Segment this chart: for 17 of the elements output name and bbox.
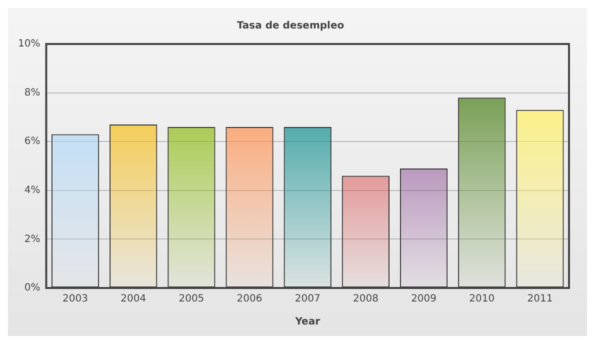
- x-tick-label: 2010: [469, 294, 495, 305]
- chart-title: Tasa de desempleo: [236, 20, 344, 32]
- x-tick-label: 2004: [120, 294, 146, 305]
- y-tick-label: 2%: [24, 234, 40, 245]
- y-tick-label: 0%: [24, 282, 40, 294]
- x-tick-label: 2006: [236, 294, 262, 305]
- y-tick-label: 8%: [24, 87, 40, 98]
- x-tick-label: 2009: [411, 294, 437, 305]
- x-tick-label: 2011: [527, 294, 553, 305]
- y-tick-label: 6%: [24, 136, 40, 148]
- x-tick-label: 2003: [62, 294, 88, 305]
- x-tick-label: 2008: [352, 294, 378, 305]
- x-tick-label: 2005: [178, 294, 204, 305]
- x-axis-title: Year: [294, 316, 320, 328]
- y-tick-label: 10%: [18, 38, 40, 50]
- x-tick-label: 2007: [294, 294, 320, 305]
- y-tick-label: 4%: [24, 184, 40, 196]
